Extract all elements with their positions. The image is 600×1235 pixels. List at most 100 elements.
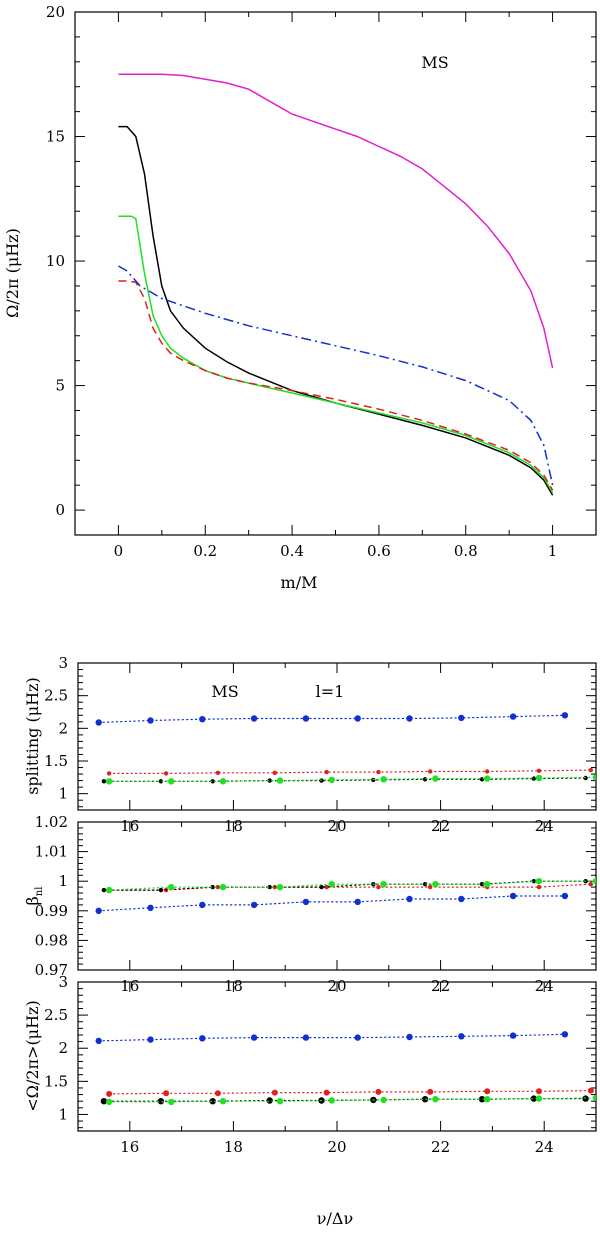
data-point-black-1 (158, 779, 164, 784)
data-point-blue-6 (406, 895, 413, 903)
y-tick-label: 1.02 (35, 813, 68, 831)
data-point-red-9 (588, 882, 593, 887)
series-line-black (118, 125, 554, 496)
data-point-black-6 (422, 882, 428, 887)
y-axis-label-main: β (23, 896, 42, 905)
data-point-red-3 (271, 1089, 278, 1096)
y-tick-label: 10 (46, 252, 65, 270)
y-axis-label: <Ω/2π>(μHz) (23, 1000, 42, 1111)
data-point-green-9 (592, 878, 596, 885)
data-point-blue-4 (302, 898, 310, 906)
data-point-red-5 (376, 769, 381, 775)
series-trend-black (103, 880, 587, 891)
data-point-blue-6 (406, 1033, 413, 1041)
data-point-red-3 (272, 770, 277, 775)
data-point-black-7 (479, 882, 485, 887)
data-point-black-3 (267, 778, 272, 783)
data-point-red-2 (214, 1090, 221, 1097)
y-tick-label: 0.99 (35, 902, 68, 920)
data-point-blue-1 (147, 904, 154, 911)
data-point-green-1 (168, 883, 175, 891)
data-point-blue-5 (354, 898, 361, 906)
series-trend-red (108, 769, 592, 775)
data-point-blue-2 (199, 901, 206, 909)
data-point-green-8 (535, 878, 543, 885)
data-point-red-4 (324, 884, 329, 890)
data-point-green-8 (535, 774, 543, 782)
data-point-red-0 (106, 771, 112, 776)
y-tick-label: 2.5 (44, 1006, 68, 1024)
data-point-green-5 (380, 881, 387, 888)
mean-rotation-panel: 16 18 20 22 24 1 1.5 2 2.5 3 ν/Δν <Ω/2π>(μHz) (23, 973, 597, 1228)
data-point-black-1 (157, 1098, 165, 1105)
data-point-blue-9 (561, 1031, 569, 1038)
data-point-black-8 (530, 1095, 537, 1102)
y-axis-label: splitting (μHz) (23, 677, 42, 795)
y-tick-label: 1 (58, 785, 68, 803)
y-axis-label: βnl (23, 887, 45, 906)
data-point-black-0 (101, 887, 107, 893)
y-tick-label: 1 (58, 1105, 68, 1123)
data-point-green-4 (328, 881, 335, 888)
y-tick-label: 2 (58, 719, 68, 737)
data-point-blue-0 (95, 907, 102, 914)
data-point-red-1 (163, 1090, 170, 1097)
data-point-green-5 (380, 776, 387, 783)
data-point-red-8 (536, 768, 542, 773)
data-point-black-1 (158, 887, 164, 893)
data-point-red-7 (485, 769, 490, 774)
annotation-ms: MS (421, 53, 448, 72)
x-axis-label: m/M (281, 573, 318, 592)
data-point-green-3 (276, 1098, 284, 1105)
y-tick-label: 20 (46, 3, 65, 21)
series-line-magenta (118, 73, 554, 369)
series-trend-green (108, 880, 596, 891)
data-point-green-4 (328, 776, 335, 784)
plot-area (95, 878, 596, 914)
y-axis-label-sub: nl (34, 887, 45, 897)
series-line-blue (118, 265, 554, 486)
data-point-red-0 (106, 1090, 113, 1097)
data-point-green-7 (484, 1096, 491, 1103)
y-tick-label: 1 (58, 872, 68, 890)
series-line-green (118, 215, 554, 494)
y-tick-label: 0 (55, 501, 65, 519)
data-point-black-2 (210, 779, 215, 784)
y-tick-label: 15 (46, 128, 65, 146)
data-point-red-9 (588, 767, 593, 773)
data-point-green-7 (484, 881, 491, 888)
data-point-green-2 (219, 883, 227, 891)
series-line-red (118, 280, 554, 491)
data-point-blue-3 (250, 901, 258, 909)
data-point-green-0 (105, 1098, 113, 1106)
data-point-green-6 (432, 881, 439, 888)
data-point-black-3 (266, 1097, 273, 1104)
plot-frame (77, 981, 597, 1132)
data-point-red-6 (428, 769, 433, 774)
x-tick-label: 1 (548, 542, 558, 560)
plot-area (118, 73, 554, 496)
data-point-red-6 (428, 884, 433, 890)
data-point-black-3 (267, 884, 272, 890)
plot-area (95, 1031, 596, 1106)
series-trend-green (108, 1097, 596, 1103)
data-point-blue-1 (147, 717, 154, 724)
plot-frame (77, 821, 597, 971)
x-tick-label: 0 (114, 542, 124, 560)
y-tick-label: 0.97 (35, 961, 68, 979)
data-point-black-7 (478, 1096, 486, 1103)
data-point-blue-4 (302, 1034, 310, 1041)
data-point-blue-8 (509, 1032, 517, 1039)
data-point-green-3 (276, 883, 284, 891)
data-point-green-0 (105, 778, 113, 785)
x-tick-label: 0.6 (367, 542, 391, 560)
y-tick-label: 0.98 (35, 931, 68, 949)
data-point-red-4 (323, 1089, 330, 1096)
data-point-red-1 (163, 771, 169, 776)
data-point-black-8 (531, 879, 536, 884)
x-tick-label: 0.2 (193, 542, 217, 560)
y-tick-label: 1.5 (44, 752, 68, 770)
x-axis-label: ν/Δν (317, 1209, 353, 1228)
data-point-red-7 (484, 1088, 491, 1095)
x-tick-label: 22 (431, 1138, 450, 1156)
